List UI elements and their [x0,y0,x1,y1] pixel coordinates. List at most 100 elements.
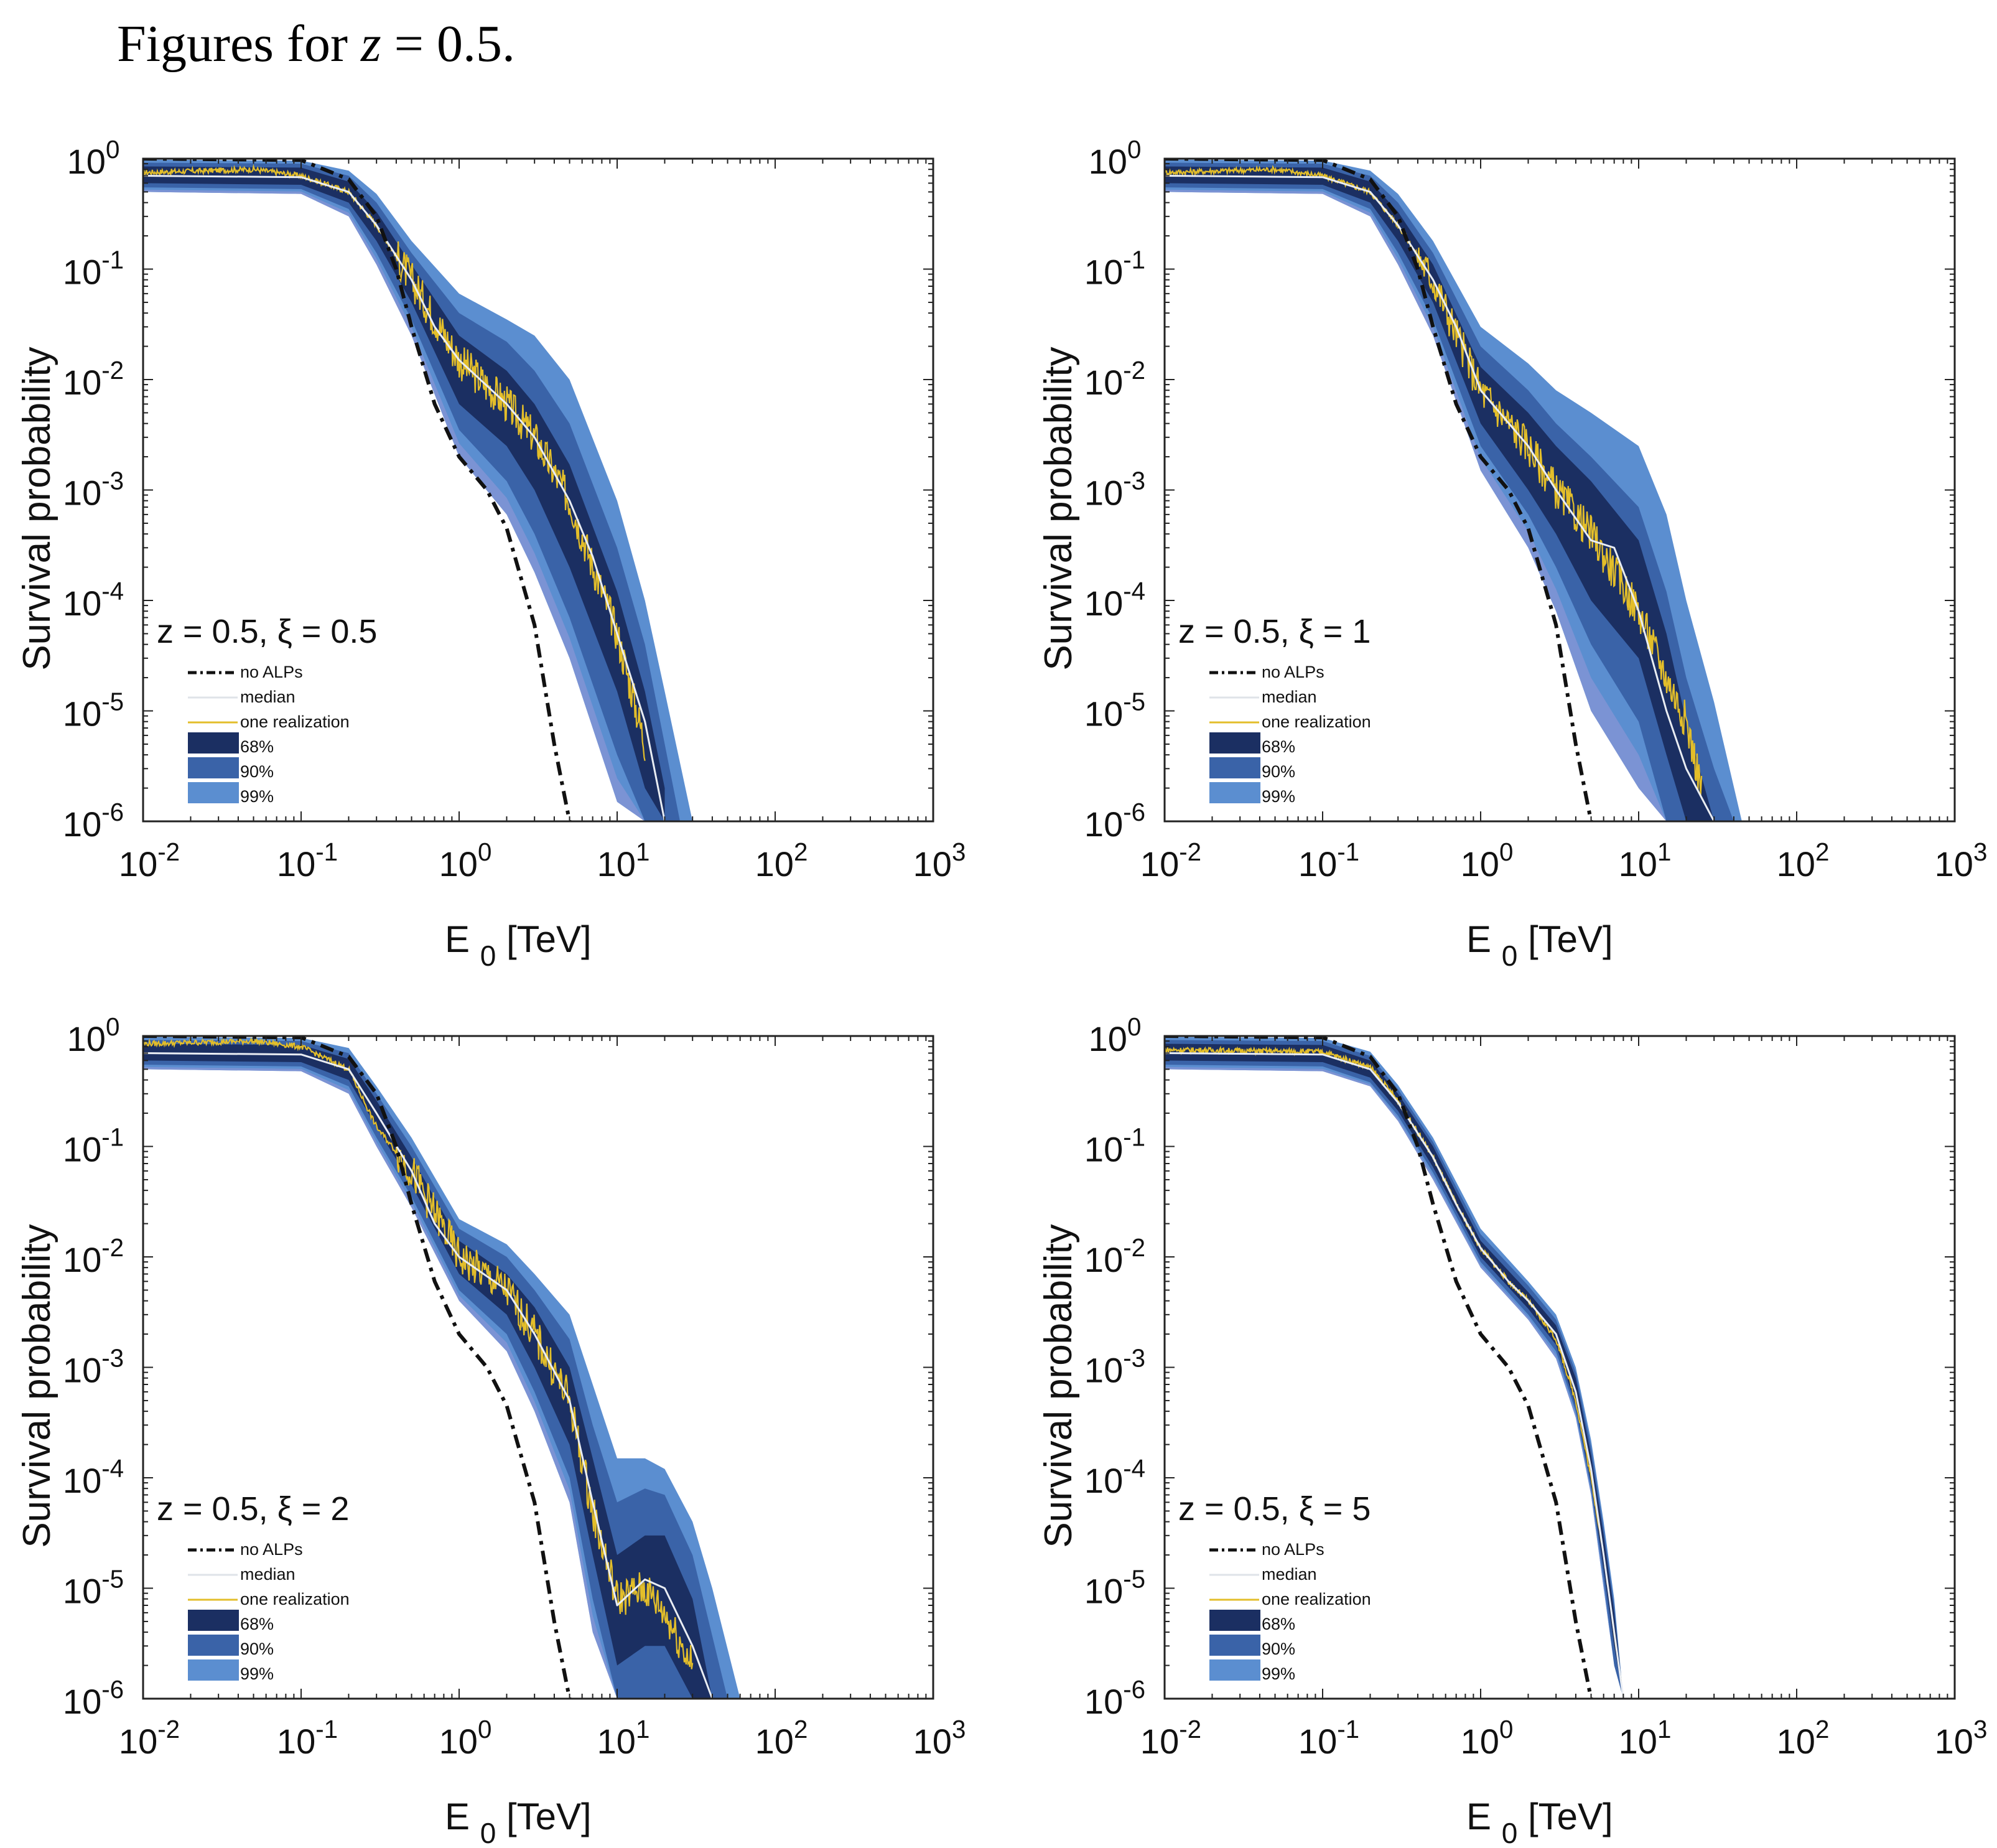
legend-label: one realization [240,1590,350,1608]
y-axis-label: Survival probability [1037,347,1080,670]
x-tick-label: 102 [755,838,808,884]
legend-label: 99% [1262,1664,1295,1683]
legend-label: no ALPs [240,663,303,681]
legend-swatch-band-90 [188,757,239,778]
x-tick-label: 103 [913,1715,966,1761]
chart-panel-top-left: 10-2 10-1 100 101 102 103 100 10-1 10-2 10-3 10-4 1… [16,135,966,972]
x-tick-label: 10-1 [1298,1715,1359,1761]
legend-label: 90% [1262,1640,1295,1658]
plot-area [1165,1036,1624,1699]
y-tick-label: 100 [1089,135,1142,181]
y-tick-label: 10-5 [63,1564,124,1610]
legend-label: 99% [240,787,274,806]
y-tick-label: 10-2 [1084,356,1145,402]
y-axis-label: Survival probability [1037,1224,1080,1547]
legend: no ALPs median one realization 68% 90% 99% [1209,1540,1371,1683]
axis-ticks [1164,158,1955,822]
x-tick-label: 101 [597,838,650,884]
x-tick-label: 102 [1777,838,1830,884]
legend-label: median [240,688,296,706]
x-tick-label: 100 [439,838,492,884]
series-one-realization [1165,1045,1624,1699]
legend-label: 68% [1262,1615,1295,1633]
panel-annotation: z = 0.5, ξ = 0.5 [157,613,377,650]
plot-area [1165,159,1742,821]
chart-panel-bottom-right: 10-2 10-1 100 101 102 103 100 10-1 10-2 10-3 10-4 1… [1037,1012,1987,1848]
axis-ticks [142,158,934,822]
band-68 [143,166,665,821]
legend-label: one realization [1262,712,1371,731]
legend-label: 90% [240,1640,274,1658]
x-axis-label: E 0 [TeV] [445,918,592,972]
y-axis-label: Survival probability [16,1224,58,1547]
legend-label: no ALPs [240,1540,303,1559]
legend-swatch-band-99 [188,782,239,803]
legend-swatch-band-68 [1209,732,1260,754]
y-tick-label: 10-4 [63,577,124,623]
x-tick-label: 100 [439,1715,492,1761]
legend-swatch-band-99 [188,1659,239,1681]
y-tick-label: 10-1 [63,245,124,291]
y-tick-label: 100 [67,135,120,181]
series-no-alps [143,1036,572,1699]
x-tick-label: 102 [1777,1715,1830,1761]
x-axis-label: E 0 [TeV] [445,1796,592,1848]
legend: no ALPs median one realization 68% 90% 99% [188,663,350,806]
legend-label: no ALPs [1262,1540,1324,1559]
page-title-suffix: = 0.5. [381,15,516,73]
series-median [1165,175,1715,821]
band-90 [143,1040,728,1699]
plot-area [143,1036,740,1699]
series-one-realization [1165,165,1703,796]
page-title: Figures for z = 0.5. [117,14,515,74]
band-99 [1165,159,1742,821]
x-axis-label: E 0 [TeV] [1466,1796,1613,1848]
x-tick-label: 10-1 [277,1715,338,1761]
legend-swatch-band-68 [1209,1610,1260,1631]
plot-area [143,159,693,821]
y-tick-label: 10-3 [1084,1343,1145,1389]
legend-label: no ALPs [1262,663,1324,681]
legend-label: one realization [240,712,350,731]
legend: no ALPs median one realization 68% 90% 99% [1209,663,1371,806]
legend-label: 68% [240,1615,274,1633]
x-tick-label: 10-1 [277,838,338,884]
y-tick-label: 10-1 [1084,1122,1145,1169]
x-tick-label: 100 [1461,838,1514,884]
legend-label: median [1262,688,1317,706]
legend-swatch-band-68 [188,1610,239,1631]
series-no-alps [1165,159,1593,821]
legend-swatch-band-99 [1209,782,1260,803]
y-tick-label: 10-6 [1084,798,1145,844]
panel-annotation: z = 0.5, ξ = 2 [157,1490,349,1528]
band-68 [143,1043,712,1699]
band-99-lower [1165,1066,1624,1699]
y-tick-label: 10-4 [1084,577,1145,623]
y-tick-label: 10-3 [63,1343,124,1389]
series-median [143,175,666,821]
x-axis-label: E 0 [TeV] [1466,918,1613,972]
legend-label: 99% [1262,787,1295,806]
y-tick-label: 10-3 [1084,466,1145,512]
legend-label: median [1262,1565,1317,1584]
y-tick-label: 10-4 [1084,1454,1145,1500]
series-no-alps [1165,1036,1593,1699]
x-tick-label: 100 [1461,1715,1514,1761]
chart-panel-top-right: 10-2 10-1 100 101 102 103 100 10-1 10-2 10-3 10-4 1… [1037,135,1987,972]
x-tick-label: 10-2 [1140,1715,1201,1761]
y-tick-label: 10-3 [63,466,124,512]
x-tick-label: 103 [913,838,966,884]
legend-label: median [240,1565,296,1584]
legend-swatch-band-68 [188,732,239,754]
legend-label: 99% [240,1664,274,1683]
y-tick-label: 10-1 [63,1122,124,1169]
series-no-alps [143,159,572,821]
y-tick-label: 10-5 [63,687,124,733]
y-tick-label: 10-1 [1084,245,1145,291]
panel-annotation: z = 0.5, ξ = 5 [1178,1490,1371,1528]
x-tick-label: 101 [597,1715,650,1761]
x-tick-label: 101 [1619,838,1672,884]
y-tick-label: 10-6 [63,1675,124,1721]
x-tick-label: 103 [1935,1715,1988,1761]
